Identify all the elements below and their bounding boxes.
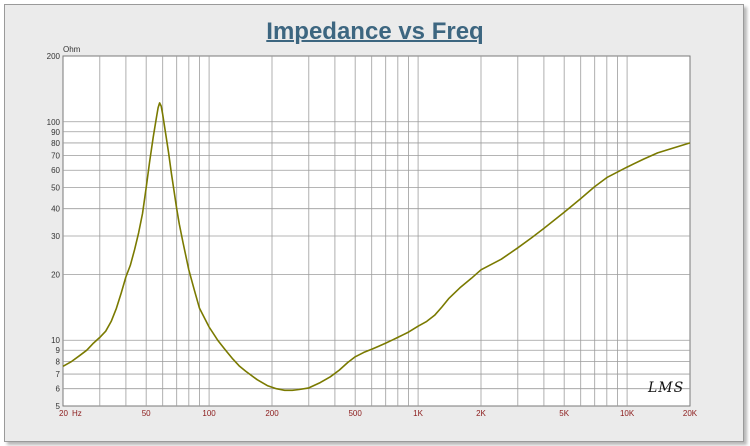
chart-title: Impedance vs Freq: [266, 18, 484, 45]
x-axis-unit: Hz: [72, 409, 82, 418]
y-tick-label: 20: [51, 270, 60, 279]
x-tick-label: 20K: [683, 409, 698, 418]
impedance-curve: [62, 102, 691, 392]
y-tick-label: 6: [56, 385, 61, 394]
x-tick-label: 50: [142, 409, 151, 418]
y-tick-label: 90: [51, 128, 60, 137]
y-tick-label: 200: [47, 52, 61, 61]
grid: [63, 56, 690, 406]
y-tick-label: 70: [51, 152, 60, 161]
y-tick-label: 5: [56, 402, 61, 411]
y-axis-unit: Ohm: [63, 45, 81, 54]
x-tick-label: 5K: [559, 409, 569, 418]
x-tick-label: 2K: [476, 409, 486, 418]
y-tick-label: 9: [56, 346, 61, 355]
series-layer: [62, 102, 691, 392]
y-tick-label: 100: [47, 118, 61, 127]
y-tick-label: 50: [51, 184, 60, 193]
x-tick-label: 100: [202, 409, 216, 418]
y-tick-label: 30: [51, 232, 60, 241]
y-tick-label: 80: [51, 139, 60, 148]
plot-area: [62, 55, 691, 407]
y-tick-label: 7: [56, 370, 61, 379]
y-tick-label: 10: [51, 336, 60, 345]
x-tick-label: 10K: [620, 409, 635, 418]
x-tick-label: 1K: [413, 409, 423, 418]
lms-signature: LMS: [648, 380, 685, 396]
y-tick-label: 60: [51, 166, 60, 175]
x-tick-label: 500: [348, 409, 362, 418]
x-tick-label: 20: [59, 409, 68, 418]
y-tick-label: 8: [56, 357, 61, 366]
y-tick-label: 40: [51, 205, 60, 214]
x-tick-label: 200: [265, 409, 279, 418]
x-axis-ticks: 20 50 100 200 500 1K 2K 5K 10K 20K: [59, 409, 698, 418]
